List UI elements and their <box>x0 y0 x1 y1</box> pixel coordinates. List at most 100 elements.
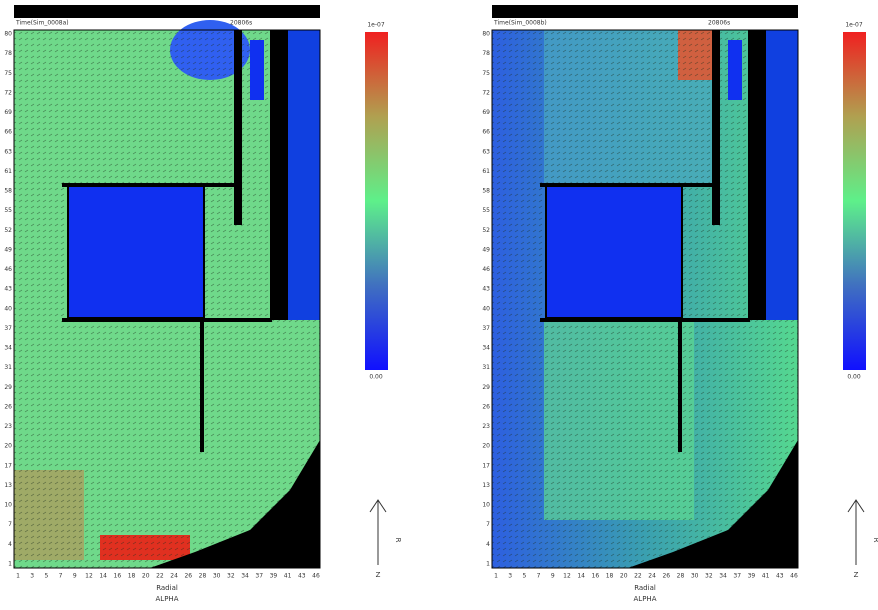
arrow-label: Z <box>854 571 859 579</box>
colorbar-max: 1e-07 <box>367 22 384 29</box>
arrow-head <box>369 499 387 513</box>
y-tick-label: 49 <box>482 246 490 253</box>
x-tick-label: 46 <box>790 573 798 580</box>
x-tick-label: 43 <box>776 573 784 580</box>
x-tick-label: 14 <box>99 573 107 580</box>
x-tick-label: 16 <box>114 573 122 580</box>
y-tick-label: 17 <box>482 462 490 469</box>
x-axis-sublabel: ALPHA <box>156 595 179 603</box>
x-axis-label: Radial <box>156 584 178 592</box>
colorbar <box>365 32 388 370</box>
y-tick-label: 31 <box>4 364 12 371</box>
column <box>748 30 766 320</box>
colorbar-min: 0.00 <box>847 374 861 381</box>
header-left: Time(Sim_0008b) <box>493 20 547 27</box>
y-tick-label: 40 <box>4 305 12 312</box>
x-tick-label: 43 <box>298 573 306 580</box>
x-tick-label: 41 <box>284 573 292 580</box>
x-tick-label: 7 <box>537 573 541 580</box>
y-tick-label: 34 <box>4 345 12 352</box>
x-tick-label: 41 <box>762 573 770 580</box>
arrow-side-label: R <box>872 538 878 543</box>
arrow-side-label: R <box>394 538 402 543</box>
y-tick-label: 55 <box>482 207 490 214</box>
column-inner <box>250 40 264 100</box>
y-tick-label: 55 <box>4 207 12 214</box>
y-tick-label: 58 <box>482 188 490 195</box>
x-tick-label: 7 <box>59 573 63 580</box>
y-tick-label: 66 <box>4 129 12 136</box>
x-tick-label: 20 <box>142 573 150 580</box>
x-tick-label: 46 <box>312 573 320 580</box>
divider <box>678 322 682 452</box>
x-tick-label: 34 <box>719 573 727 580</box>
y-tick-label: 58 <box>4 188 12 195</box>
x-tick-label: 37 <box>733 573 741 580</box>
header-bar <box>14 5 320 18</box>
frame <box>13 29 321 569</box>
y-tick-label: 49 <box>4 246 12 253</box>
y-tick-label: 80 <box>482 31 490 38</box>
y-tick-label: 1 <box>486 561 490 568</box>
panel: Time(Sim_0008b) 20806s8078757269666361585… <box>482 5 878 603</box>
y-tick-label: 69 <box>482 109 490 116</box>
divider <box>200 322 204 452</box>
colorbar-max: 1e-07 <box>845 22 862 29</box>
y-tick-label: 10 <box>482 502 490 509</box>
y-tick-label: 78 <box>4 50 12 57</box>
y-tick-label: 13 <box>482 482 490 489</box>
x-tick-label: 22 <box>156 573 164 580</box>
column-fill <box>288 30 320 320</box>
x-tick-label: 12 <box>85 573 93 580</box>
y-tick-label: 72 <box>4 89 12 96</box>
y-tick-label: 10 <box>4 502 12 509</box>
y-tick-label: 40 <box>482 305 490 312</box>
x-tick-label: 32 <box>227 573 235 580</box>
block <box>67 185 205 319</box>
column-inner <box>728 40 742 100</box>
y-tick-label: 61 <box>4 168 12 175</box>
y-tick-label: 20 <box>4 443 12 450</box>
y-tick-label: 17 <box>4 462 12 469</box>
x-tick-label: 18 <box>128 573 136 580</box>
y-tick-label: 52 <box>4 227 12 234</box>
y-tick-label: 23 <box>482 423 490 430</box>
arrow-label: Z <box>376 571 381 579</box>
y-tick-label: 78 <box>482 50 490 57</box>
y-tick-label: 4 <box>486 541 490 548</box>
wall <box>540 183 712 187</box>
y-tick-label: 29 <box>4 384 12 391</box>
wall <box>62 318 272 322</box>
y-tick-label: 29 <box>482 384 490 391</box>
wall <box>62 183 234 187</box>
y-tick-label: 26 <box>482 403 490 410</box>
y-tick-label: 43 <box>482 286 490 293</box>
x-tick-label: 26 <box>184 573 192 580</box>
column <box>234 30 242 225</box>
y-tick-label: 31 <box>482 364 490 371</box>
y-tick-label: 43 <box>4 286 12 293</box>
x-tick-label: 9 <box>73 573 77 580</box>
y-tick-label: 72 <box>482 89 490 96</box>
y-tick-label: 66 <box>482 129 490 136</box>
x-tick-label: 24 <box>170 573 178 580</box>
x-tick-label: 22 <box>634 573 642 580</box>
y-tick-label: 7 <box>8 521 12 528</box>
y-tick-label: 37 <box>4 325 12 332</box>
x-tick-label: 39 <box>270 573 278 580</box>
x-axis-label: Radial <box>634 584 656 592</box>
x-tick-label: 30 <box>213 573 221 580</box>
x-tick-label: 14 <box>577 573 585 580</box>
wall <box>540 318 750 322</box>
y-tick-label: 80 <box>4 31 12 38</box>
x-axis-sublabel: ALPHA <box>634 595 657 603</box>
x-tick-label: 24 <box>648 573 656 580</box>
x-tick-label: 3 <box>508 573 512 580</box>
x-tick-label: 34 <box>241 573 249 580</box>
header-left: Time(Sim_0008a) <box>15 20 69 27</box>
arrow-head <box>847 499 865 513</box>
column <box>270 30 288 320</box>
x-tick-label: 1 <box>494 573 498 580</box>
header-bar <box>492 5 798 18</box>
